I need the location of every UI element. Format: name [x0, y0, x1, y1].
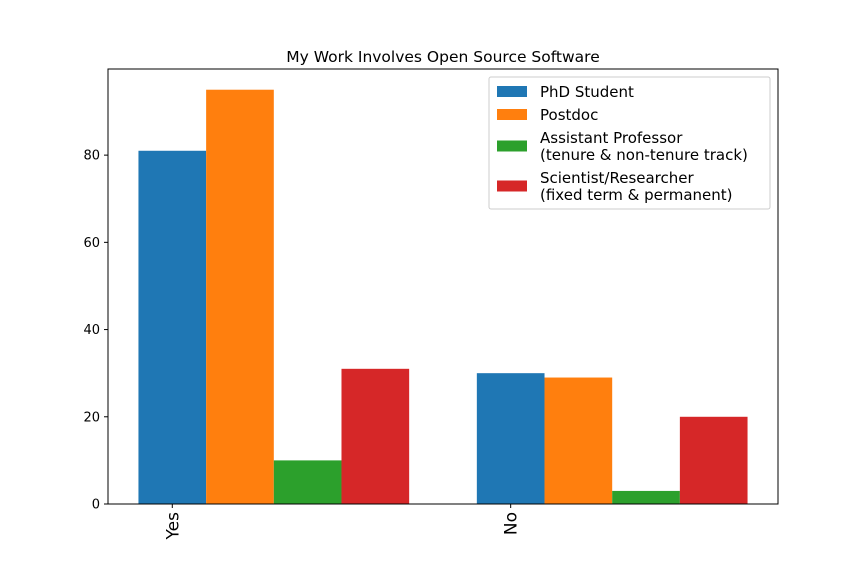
bar-scientist-researcher-no	[679, 416, 748, 504]
legend-box	[488, 76, 771, 210]
legend-label: Assistant Professor	[540, 129, 683, 147]
legend-label: (tenure & non-tenure track)	[540, 146, 748, 164]
bar-assistant-professor-yes	[273, 460, 342, 504]
legend-label: PhD Student	[540, 83, 634, 101]
y-tick-label: 40	[83, 323, 100, 338]
x-tick-label: Yes	[163, 512, 183, 541]
plot-frame	[107, 68, 779, 505]
legend-swatch	[497, 109, 527, 120]
bar-postdoc-no	[544, 377, 613, 504]
legend-label: Scientist/Researcher	[540, 169, 695, 187]
bar-phd-student-yes	[138, 150, 207, 505]
legend-swatch	[497, 140, 527, 152]
legend-label: Postdoc	[540, 106, 598, 124]
y-tick-label: 0	[92, 498, 100, 513]
y-tick-label: 80	[83, 149, 100, 164]
bars-layer	[138, 89, 748, 505]
legend-swatch	[497, 180, 527, 192]
legend-label: (fixed term & permanent)	[540, 186, 733, 204]
y-tick-label: 60	[83, 236, 100, 251]
bar-phd-student-no	[476, 373, 545, 504]
legend-swatch	[497, 86, 527, 97]
y-tick-label: 20	[83, 410, 100, 425]
chart-title: My Work Involves Open Source Software	[286, 48, 600, 66]
bar-scientist-researcher-yes	[341, 368, 410, 504]
x-tick-label: No	[502, 512, 522, 535]
bar-assistant-professor-no	[612, 490, 680, 504]
legend: PhD Student Postdoc Assistant Professor(te…	[488, 76, 771, 210]
bar-postdoc-yes	[206, 89, 274, 504]
axes-layer: 0 20 40 60 80 Yes No	[83, 68, 779, 541]
